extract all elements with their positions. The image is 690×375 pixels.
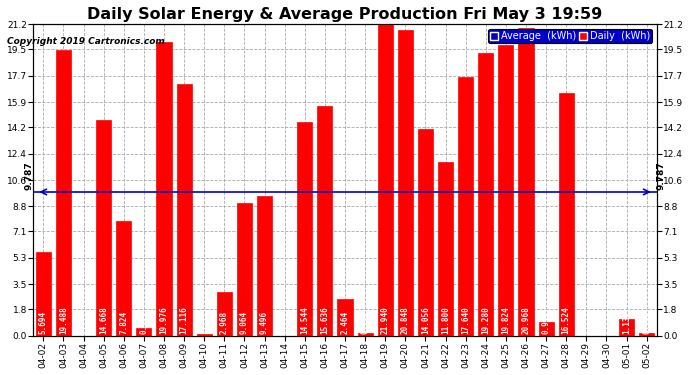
Bar [197,334,212,336]
Bar [538,322,553,336]
Bar [177,84,192,336]
Bar [297,122,313,336]
Bar [639,333,654,336]
Text: 14.544: 14.544 [300,307,309,334]
Text: 15.636: 15.636 [320,307,329,334]
Bar [137,328,152,336]
Text: 20.968: 20.968 [522,307,531,334]
Text: 0.524: 0.524 [139,311,148,334]
Text: 11.800: 11.800 [441,307,450,334]
Bar [96,120,111,336]
Text: 2.968: 2.968 [220,311,229,334]
Bar [357,333,373,336]
Text: 14.056: 14.056 [421,307,430,334]
Text: 17.116: 17.116 [179,307,188,334]
Text: 9.064: 9.064 [240,311,249,334]
Text: 19.488: 19.488 [59,307,68,334]
Bar [237,202,252,336]
Text: 0.940: 0.940 [542,311,551,334]
Bar [36,252,51,336]
Bar [157,42,172,336]
Text: 20.848: 20.848 [401,307,410,334]
Text: 7.824: 7.824 [119,311,128,334]
Bar [438,162,453,336]
Text: 19.280: 19.280 [481,307,491,334]
Text: 1.132: 1.132 [622,311,631,334]
Bar [458,77,473,336]
Bar [478,53,493,336]
Text: 17.640: 17.640 [461,307,470,334]
Title: Daily Solar Energy & Average Production Fri May 3 19:59: Daily Solar Energy & Average Production … [88,7,602,22]
Bar [619,319,634,336]
Text: 2.464: 2.464 [340,311,350,334]
Bar [518,28,533,336]
Text: 21.940: 21.940 [381,307,390,334]
Text: 0.188: 0.188 [642,311,651,334]
Bar [498,45,513,336]
Bar [217,292,232,336]
Text: Copyright 2019 Cartronics.com: Copyright 2019 Cartronics.com [7,38,165,46]
Legend: Average  (kWh), Daily  (kWh): Average (kWh), Daily (kWh) [488,29,652,43]
Text: 9.496: 9.496 [260,311,269,334]
Bar [317,106,333,336]
Text: 9.787: 9.787 [25,161,34,190]
Text: 16.524: 16.524 [562,307,571,334]
Text: 14.668: 14.668 [99,307,108,334]
Text: 0.180: 0.180 [361,311,370,334]
Text: 5.694: 5.694 [39,311,48,334]
Bar [418,129,433,336]
Text: 19.976: 19.976 [159,307,168,334]
Bar [377,13,393,336]
Bar [257,196,272,336]
Bar [337,299,353,336]
Text: 9.787: 9.787 [656,161,665,190]
Bar [397,30,413,336]
Bar [559,93,573,336]
Text: 19.824: 19.824 [502,307,511,334]
Bar [56,50,71,336]
Bar [117,221,131,336]
